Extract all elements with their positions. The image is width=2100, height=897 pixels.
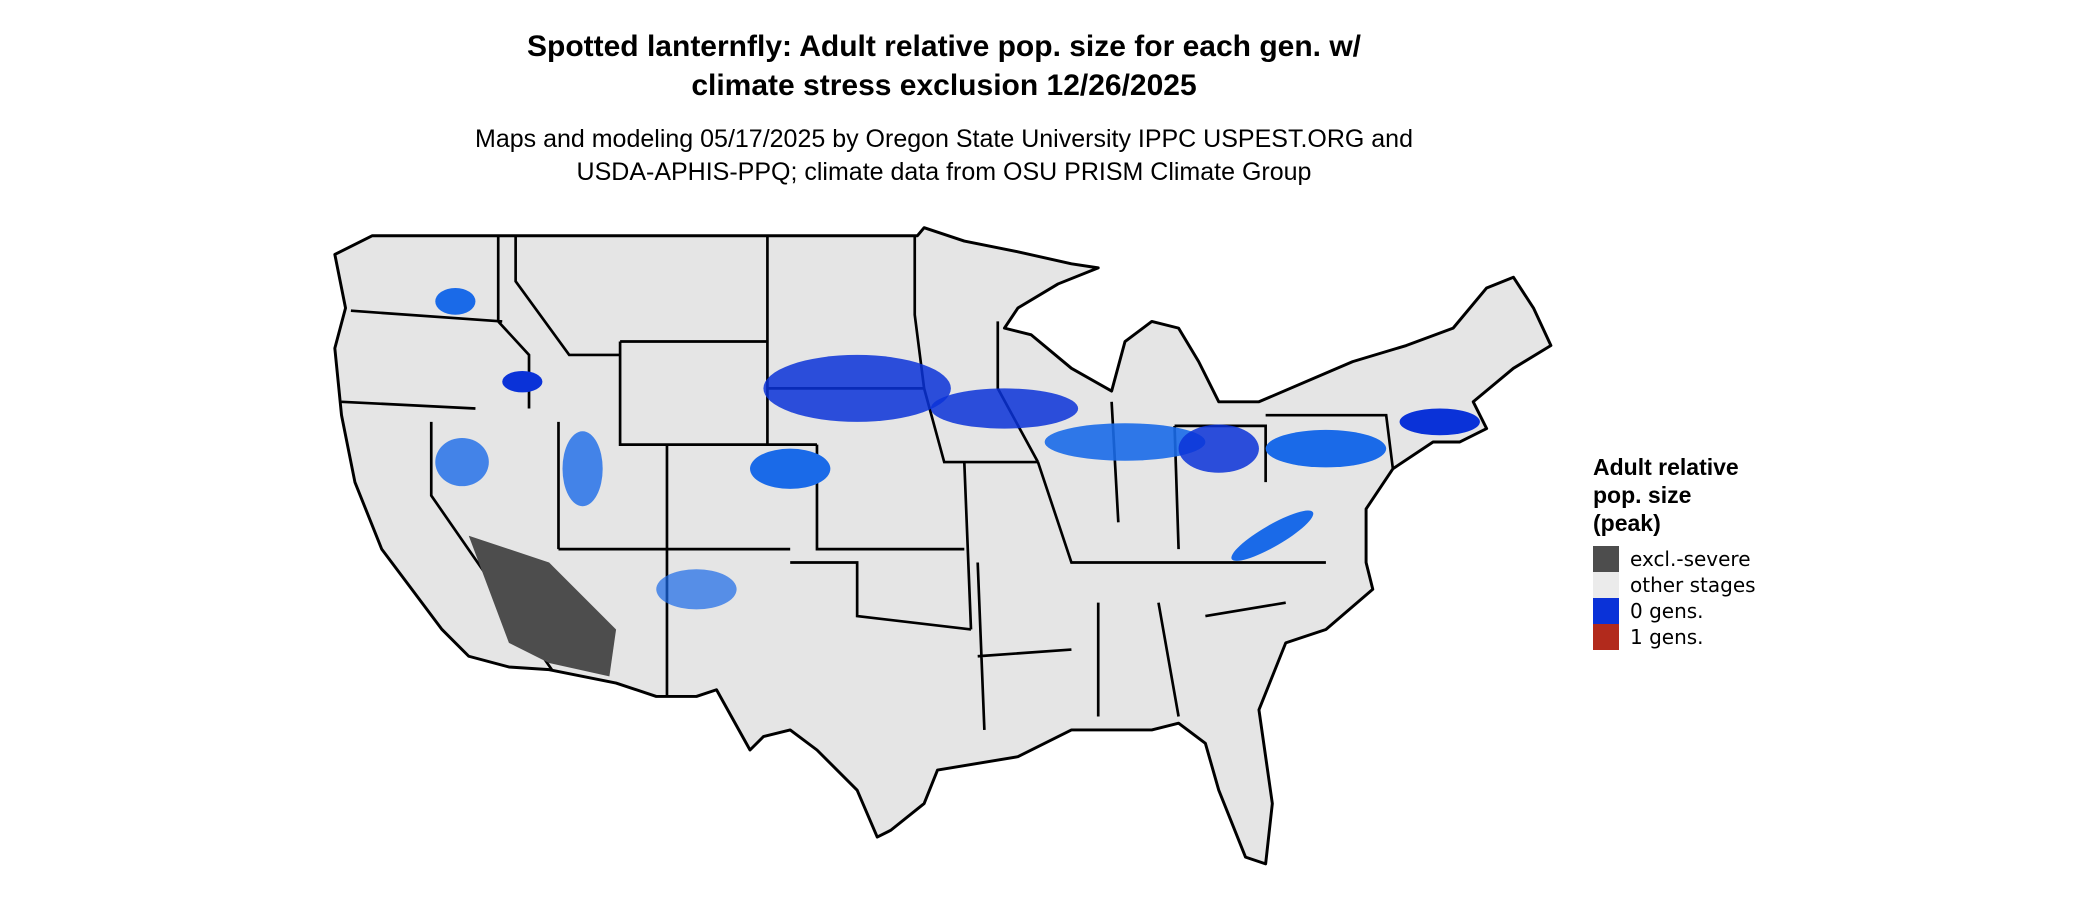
title-line: Spotted lanternfly: Adult relative pop. … — [527, 30, 1362, 63]
title-line: climate stress exclusion 12/26/2025 — [691, 69, 1196, 102]
subtitle-line: USDA-APHIS-PPQ; climate data from OSU PR… — [577, 158, 1312, 186]
legend-title: Adult relative — [1593, 454, 1739, 480]
us-outline — [333, 226, 1553, 866]
legend-label: other stages — [1630, 573, 1756, 597]
population-areas — [435, 287, 1480, 677]
us-map — [333, 226, 1553, 866]
legend-swatch — [1593, 572, 1619, 598]
legend-title: (peak) — [1593, 510, 1661, 536]
legend-label: 1 gens. — [1630, 625, 1704, 649]
legend-swatch — [1593, 546, 1619, 572]
state-borders — [341, 235, 1395, 730]
legend-title: pop. size — [1593, 482, 1691, 508]
legend-label: 0 gens. — [1630, 599, 1704, 623]
legend-label: excl.-severe — [1630, 547, 1751, 571]
legend-swatch — [1593, 598, 1619, 624]
subtitle-line: Maps and modeling 05/17/2025 by Oregon S… — [475, 125, 1413, 153]
legend-swatch — [1593, 624, 1619, 650]
